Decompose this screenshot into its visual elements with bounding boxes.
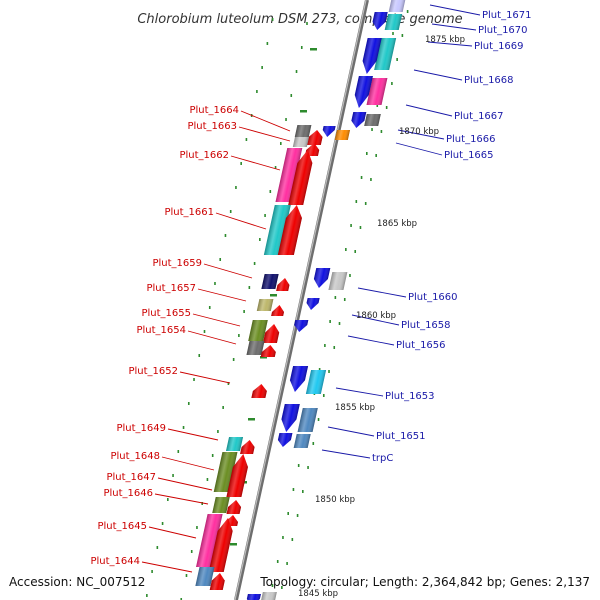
cds-arrow-plut-1670 [372, 12, 388, 30]
gene-label-plut-1664: Plut_1664 [189, 105, 239, 116]
cds-arrow-plut-1648 [226, 454, 248, 497]
gene-labels: Plut_1664 Plut_1663 Plut_1662 Plut_1661 Plut… [90, 10, 531, 567]
leader-lines [141, 4, 481, 573]
gene-label-plut-1668: Plut_1668 [464, 75, 514, 86]
feature-box-plut-1655 [248, 320, 268, 341]
cds-arrow-plut-1669 [362, 38, 382, 74]
gene-label-trpc: trpC [372, 453, 393, 464]
cds-arrow-plut-1657 [271, 305, 285, 316]
cds-arrow-plut-1653 [289, 366, 309, 392]
feature-box-plut-1662 [275, 148, 303, 202]
feature-box-plut-1644 [195, 567, 215, 586]
gene-label-plut-1653: Plut_1653 [385, 391, 435, 402]
cds-arrow-plut-1665b [322, 126, 336, 137]
cds-arrow-plut-1652 [251, 384, 267, 398]
cds-arrow-plut-1659 [276, 278, 290, 291]
scale-label-1845-kbp: 1845 kbp [298, 589, 338, 599]
gene-label-plut-1656: Plut_1656 [396, 340, 446, 351]
feature-box-plut-1666 [364, 114, 381, 126]
feature-box-plut-1664 [294, 125, 312, 137]
cds-arrow-plut-1655 [262, 324, 280, 343]
cds-arrow-plut-1656 [294, 320, 309, 332]
feature-box-plut-1663 [292, 137, 309, 147]
gene-label-plut-1646: Plut_1646 [103, 488, 153, 499]
gene-label-plut-1647: Plut_1647 [106, 472, 156, 483]
cds-arrow-plut-1661 [277, 205, 302, 255]
cds-arrow-plut-1664 [306, 130, 323, 145]
gene-label-plut-1655: Plut_1655 [141, 308, 191, 319]
gene-label-plut-1658: Plut_1658 [401, 320, 451, 331]
feature-box-plut-1670 [384, 14, 403, 30]
scale-labels: 1845 kbp 1850 kbp 1855 kbp 1860 kbp 1865 kbp… [298, 35, 465, 599]
outer-dotted-track [146, 10, 409, 597]
gene-label-plut-1665: Plut_1665 [444, 150, 494, 161]
cds-arrow-plut-1668 [354, 76, 373, 108]
scale-label-1865-kbp: 1865 kbp [377, 219, 417, 229]
feature-box-plut-1668 [366, 78, 388, 105]
feature-box-plut-1661 [263, 205, 291, 255]
feature-box-plut-1665 [334, 130, 351, 140]
feature-box-plut-1647 [212, 497, 230, 513]
gene-label-plut-1669: Plut_1669 [474, 41, 524, 52]
cds-arrow-plut-1651 [281, 404, 300, 432]
gene-label-plut-1644: Plut_1644 [90, 556, 140, 567]
accession-label: Accession: NC_007512 [9, 575, 145, 589]
feature-box-plut-1654 [246, 341, 265, 355]
feature-box-bottom-right [260, 592, 277, 600]
cds-arrow-trpc [277, 433, 293, 447]
feature-box-plut-1671 [388, 0, 406, 12]
gene-label-plut-1648: Plut_1648 [110, 451, 160, 462]
feature-box-plut-1657 [256, 299, 274, 311]
scale-label-1870-kbp: 1870 kbp [399, 127, 439, 137]
feature-box-plut-1649 [226, 437, 244, 451]
gene-label-plut-1661: Plut_1661 [164, 207, 214, 218]
feature-box-plut-1645 [196, 514, 223, 567]
cds-arrow-plut-1667 [351, 112, 367, 128]
gene-label-plut-1670: Plut_1670 [478, 25, 528, 36]
gene-label-plut-1666: Plut_1666 [446, 134, 496, 145]
cds-arrow-plut-1649 [240, 440, 255, 454]
feature-box-plut-1653 [305, 370, 327, 394]
gene-label-plut-1657: Plut_1657 [146, 283, 196, 294]
cds-arrow-plut-1645 [208, 518, 233, 572]
cds-arrow-plut-1660 [313, 268, 331, 288]
gene-label-plut-1659: Plut_1659 [152, 258, 202, 269]
gene-label-plut-1651: Plut_1651 [376, 431, 426, 442]
feature-blocks [195, 0, 406, 600]
inner-dotted-track [180, 22, 394, 600]
feature-box-plut-1651 [297, 408, 318, 432]
cds-arrow-plut-1644 [209, 573, 225, 590]
cds-arrow-plut-1654 [260, 345, 276, 357]
gene-label-plut-1649: Plut_1649 [116, 423, 166, 434]
gene-label-plut-1662: Plut_1662 [179, 150, 229, 161]
gene-label-plut-1654: Plut_1654 [136, 325, 186, 336]
feature-box-trpc [293, 434, 311, 448]
gene-label-plut-1671: Plut_1671 [482, 10, 532, 21]
genome-backbone [234, 0, 369, 600]
cds-arrow-plut-1647 [226, 500, 242, 514]
map-title: Chlorobium luteolum DSM 273, complete ge… [137, 12, 462, 27]
gene-label-plut-1660: Plut_1660 [408, 292, 458, 303]
gene-label-plut-1652: Plut_1652 [128, 366, 178, 377]
scale-label-1850-kbp: 1850 kbp [315, 495, 355, 505]
scale-label-1860-kbp: 1860 kbp [356, 311, 396, 321]
genome-summary: Topology: circular; Length: 2,364,842 bp… [259, 575, 590, 589]
gene-label-plut-1645: Plut_1645 [97, 521, 147, 532]
cds-arrow-plut-1658 [306, 298, 320, 310]
feature-box-plut-1659 [261, 274, 279, 289]
feature-box-plut-1660 [328, 272, 348, 290]
gene-label-plut-1667: Plut_1667 [454, 111, 504, 122]
scale-label-1875-kbp: 1875 kbp [425, 35, 465, 45]
feature-box-plut-1648 [213, 452, 238, 492]
scale-label-1855-kbp: 1855 kbp [335, 403, 375, 413]
cds-arrow-bottom [246, 594, 261, 600]
cds-arrow-plut-1662 [288, 150, 313, 205]
gene-label-plut-1663: Plut_1663 [187, 121, 237, 132]
